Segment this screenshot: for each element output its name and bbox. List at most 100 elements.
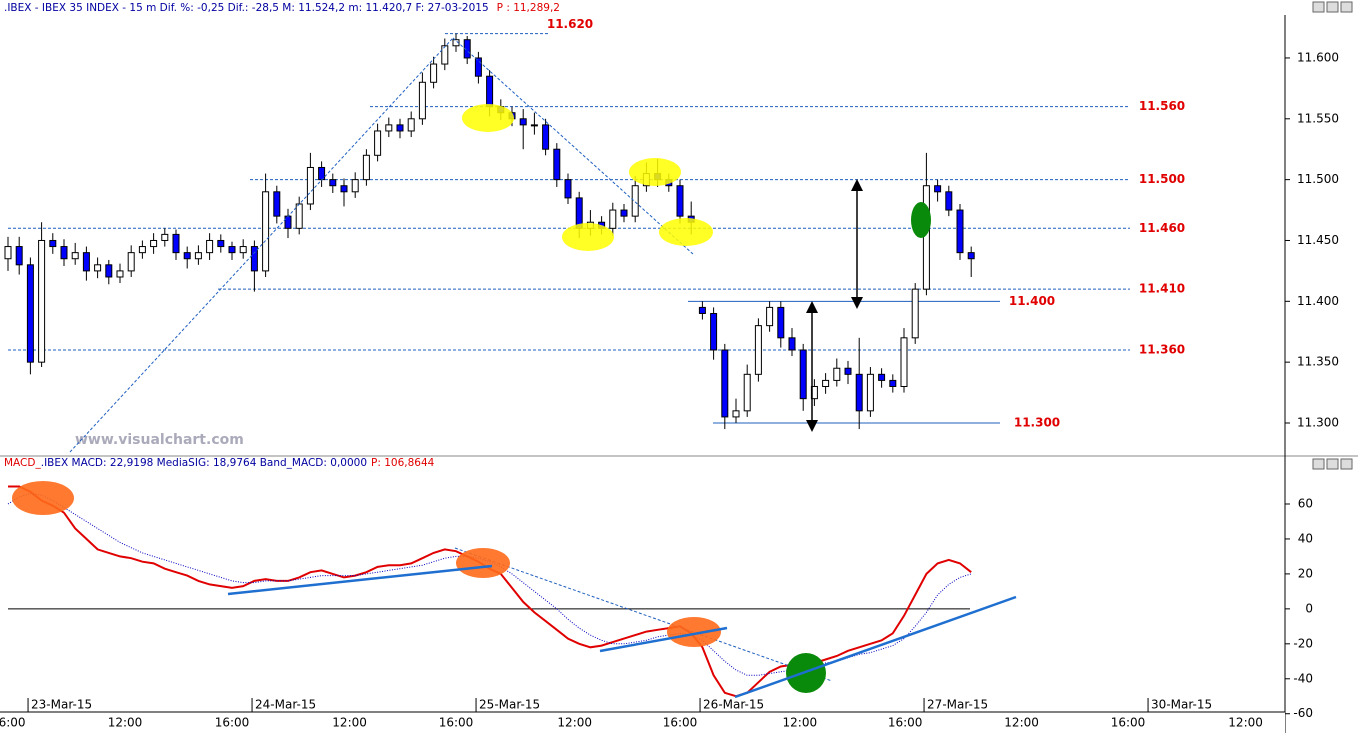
macd-annotations xyxy=(12,481,1017,699)
candle-body xyxy=(306,166,314,205)
candle-body xyxy=(217,239,225,248)
highlight xyxy=(911,202,931,238)
candle-body xyxy=(385,124,393,132)
y-tick-label: 11.350 xyxy=(1297,355,1339,369)
trendline xyxy=(599,626,728,653)
date-tick-label: 23-Mar-15 xyxy=(31,698,92,712)
range-arrows xyxy=(806,179,863,432)
y-tick-label: 60 xyxy=(1298,496,1313,510)
candle-body xyxy=(945,191,953,211)
candle-body xyxy=(474,57,482,77)
x-tick-label: 16:00 xyxy=(439,716,474,730)
trendline xyxy=(452,37,694,255)
x-tick-label: 12:00 xyxy=(1228,716,1263,730)
candle-body xyxy=(486,75,494,108)
candle-body xyxy=(822,379,830,387)
price-header: .IBEX - IBEX 35 INDEX - 15 m Dif. %: -0,… xyxy=(4,2,560,14)
candle-body xyxy=(329,179,337,187)
minimize-button[interactable] xyxy=(1312,458,1325,470)
y-tick-label: -60 xyxy=(1293,706,1313,720)
candle-body xyxy=(922,185,930,290)
date-tick-label: 24-Mar-15 xyxy=(255,698,316,712)
y-tick-label: -20 xyxy=(1293,636,1313,650)
candle-body xyxy=(710,312,718,351)
candle-body xyxy=(116,270,124,278)
y-tick-label: 0 xyxy=(1305,601,1313,615)
close-button[interactable] xyxy=(1340,1,1353,13)
minimize-button[interactable] xyxy=(1312,1,1325,13)
date-tick-label: 25-Mar-15 xyxy=(479,698,540,712)
candle-body xyxy=(71,252,79,260)
highlight xyxy=(462,104,514,132)
candle-body xyxy=(441,45,449,65)
watermark: www.visualchart.com xyxy=(75,432,244,448)
candle-body xyxy=(754,325,762,375)
candle-body xyxy=(15,246,23,266)
window-buttons[interactable] xyxy=(1312,1,1353,470)
candle-body xyxy=(161,233,169,241)
candle-body xyxy=(631,185,639,217)
level-label: 11.460 xyxy=(1139,221,1185,235)
macd-header-text: .IBEX MACD: 22,9198 MediaSIG: 18,9764 Ba… xyxy=(41,457,367,469)
x-tick-label: 16:00 xyxy=(888,716,923,730)
y-tick-label: 20 xyxy=(1298,566,1313,580)
header-bar xyxy=(0,0,1358,15)
x-tick-label: 12:00 xyxy=(1004,716,1039,730)
last-price: P : 11,289,2 xyxy=(497,2,560,14)
y-tick-label: 40 xyxy=(1298,531,1313,545)
highlight xyxy=(562,223,614,251)
highlight xyxy=(629,158,681,186)
y-tick-label: 11.400 xyxy=(1297,294,1339,308)
level-label: 11.360 xyxy=(1139,342,1185,356)
candle-body xyxy=(351,179,359,193)
maximize-button[interactable] xyxy=(1326,1,1339,13)
time-axis-bg xyxy=(0,712,1285,733)
candle-body xyxy=(374,130,382,156)
candle-body xyxy=(418,81,426,120)
candle-body xyxy=(183,252,191,260)
candle-body xyxy=(284,215,292,229)
candle-body xyxy=(620,209,628,217)
candle-body xyxy=(777,306,785,339)
candle-body xyxy=(362,154,370,181)
close-button[interactable] xyxy=(1340,458,1353,470)
candle-body xyxy=(262,191,270,272)
candle-body xyxy=(4,246,12,260)
macd-last: P: 106,8644 xyxy=(371,457,435,469)
candle-body xyxy=(743,373,751,412)
candle-body xyxy=(956,209,964,254)
candle-body xyxy=(788,337,796,351)
x-tick-label: 12:00 xyxy=(557,716,592,730)
macd-trendlines xyxy=(227,564,1017,699)
y-tick-label: -40 xyxy=(1293,671,1313,685)
maximize-button[interactable] xyxy=(1326,458,1339,470)
candle-body xyxy=(833,367,841,381)
y-tick-label: 11.500 xyxy=(1297,172,1339,186)
highlight xyxy=(667,617,721,647)
trendline xyxy=(454,547,833,682)
candle-body xyxy=(228,246,236,254)
candle-body xyxy=(900,337,908,387)
candle-body xyxy=(273,191,281,217)
candle-body xyxy=(105,264,113,278)
candle-body xyxy=(239,246,247,254)
candle-body xyxy=(676,185,684,217)
x-tick-label: 12:00 xyxy=(108,716,143,730)
level-label: 11.560 xyxy=(1139,99,1185,113)
candle-body xyxy=(407,118,415,132)
candle-body xyxy=(844,367,852,375)
candle-body xyxy=(732,410,740,418)
macd-header: MACD_.IBEX MACD: 22,9198 MediaSIG: 18,97… xyxy=(4,457,435,469)
highlight xyxy=(12,481,74,515)
x-tick-label: 12:00 xyxy=(783,716,818,730)
candle-body xyxy=(172,233,180,254)
candle-body xyxy=(38,239,46,363)
candle-body xyxy=(94,264,102,272)
y-tick-label: 11.300 xyxy=(1297,415,1339,429)
candle-body xyxy=(564,179,572,199)
candle-body xyxy=(396,124,404,132)
x-tick-label: 12:00 xyxy=(332,716,367,730)
candle-body xyxy=(150,239,158,248)
macd-prefix: MACD_ xyxy=(4,457,41,469)
